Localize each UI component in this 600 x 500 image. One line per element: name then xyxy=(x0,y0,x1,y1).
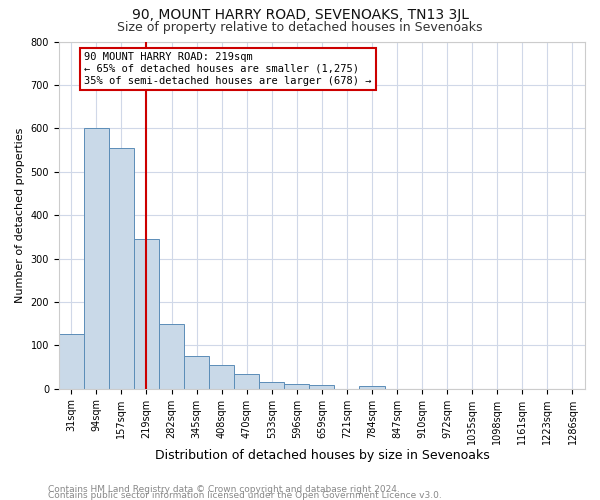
X-axis label: Distribution of detached houses by size in Sevenoaks: Distribution of detached houses by size … xyxy=(155,450,489,462)
Text: 90, MOUNT HARRY ROAD, SEVENOAKS, TN13 3JL: 90, MOUNT HARRY ROAD, SEVENOAKS, TN13 3J… xyxy=(131,8,469,22)
Bar xyxy=(184,356,209,388)
Bar xyxy=(159,324,184,388)
Bar xyxy=(234,374,259,388)
Text: Contains HM Land Registry data © Crown copyright and database right 2024.: Contains HM Land Registry data © Crown c… xyxy=(48,485,400,494)
Bar xyxy=(209,365,234,388)
Bar xyxy=(284,384,310,388)
Y-axis label: Number of detached properties: Number of detached properties xyxy=(15,128,25,303)
Bar xyxy=(259,382,284,388)
Bar xyxy=(59,334,84,388)
Bar xyxy=(359,386,385,388)
Bar xyxy=(134,239,159,388)
Bar xyxy=(84,128,109,388)
Text: Size of property relative to detached houses in Sevenoaks: Size of property relative to detached ho… xyxy=(117,21,483,34)
Bar xyxy=(109,148,134,388)
Text: 90 MOUNT HARRY ROAD: 219sqm
← 65% of detached houses are smaller (1,275)
35% of : 90 MOUNT HARRY ROAD: 219sqm ← 65% of det… xyxy=(84,52,371,86)
Text: Contains public sector information licensed under the Open Government Licence v3: Contains public sector information licen… xyxy=(48,490,442,500)
Bar xyxy=(310,385,334,388)
